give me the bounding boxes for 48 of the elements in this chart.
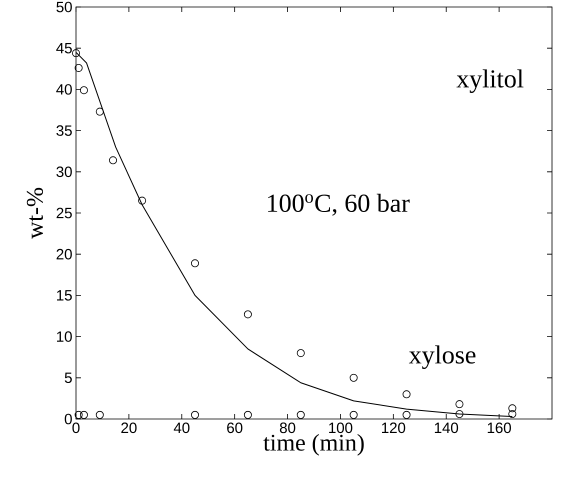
point bbox=[138, 196, 146, 205]
point bbox=[455, 400, 464, 408]
point bbox=[96, 108, 104, 116]
y-tick-label: 0 bbox=[64, 414, 72, 424]
x-axis-title: time (min) bbox=[263, 434, 364, 456]
point bbox=[80, 410, 88, 419]
x-tick-label: 80 bbox=[280, 422, 296, 434]
x-tick-label: 40 bbox=[174, 422, 190, 434]
point bbox=[74, 410, 83, 419]
point bbox=[350, 374, 358, 382]
point bbox=[96, 410, 104, 419]
y-tick-label: 30 bbox=[56, 166, 72, 178]
x-tick-label: 60 bbox=[227, 422, 242, 434]
x-tick-label: 100 bbox=[329, 422, 352, 434]
point bbox=[296, 410, 305, 419]
point bbox=[191, 410, 199, 419]
x-tick-label: 20 bbox=[121, 422, 137, 434]
point bbox=[296, 349, 305, 358]
point bbox=[109, 156, 118, 164]
point bbox=[244, 310, 252, 318]
point bbox=[80, 86, 88, 94]
y-tick-label: 35 bbox=[56, 125, 72, 136]
y-tick-label: 10 bbox=[57, 331, 72, 342]
point bbox=[455, 410, 464, 418]
point bbox=[244, 410, 252, 419]
annotation: xylitol bbox=[456, 69, 524, 93]
y-axis-title: wt-% bbox=[26, 188, 44, 239]
point bbox=[402, 410, 411, 419]
y-tick-label: 15 bbox=[57, 290, 72, 301]
point bbox=[508, 410, 516, 418]
annotation: 100$^{o}$C, 60 bar bbox=[268, 194, 410, 216]
x-tick-label: 120 bbox=[382, 422, 406, 434]
y-tick-label: 45 bbox=[56, 42, 72, 54]
annotation: xylose bbox=[408, 345, 476, 369]
y-tick-label: 20 bbox=[56, 248, 72, 260]
point bbox=[72, 49, 80, 58]
x-tick-label: 160 bbox=[488, 422, 511, 434]
point bbox=[508, 404, 516, 412]
point bbox=[350, 410, 358, 419]
x-tick-label: 0 bbox=[72, 422, 80, 434]
point bbox=[402, 390, 411, 398]
point bbox=[191, 259, 199, 268]
y-tick-label: 5 bbox=[64, 372, 72, 384]
point bbox=[74, 64, 83, 72]
x-tick-label: 140 bbox=[434, 422, 458, 434]
y-tick-label: 40 bbox=[56, 84, 72, 95]
y-tick-label: 50 bbox=[56, 2, 72, 12]
y-tick-label: 25 bbox=[56, 208, 72, 218]
